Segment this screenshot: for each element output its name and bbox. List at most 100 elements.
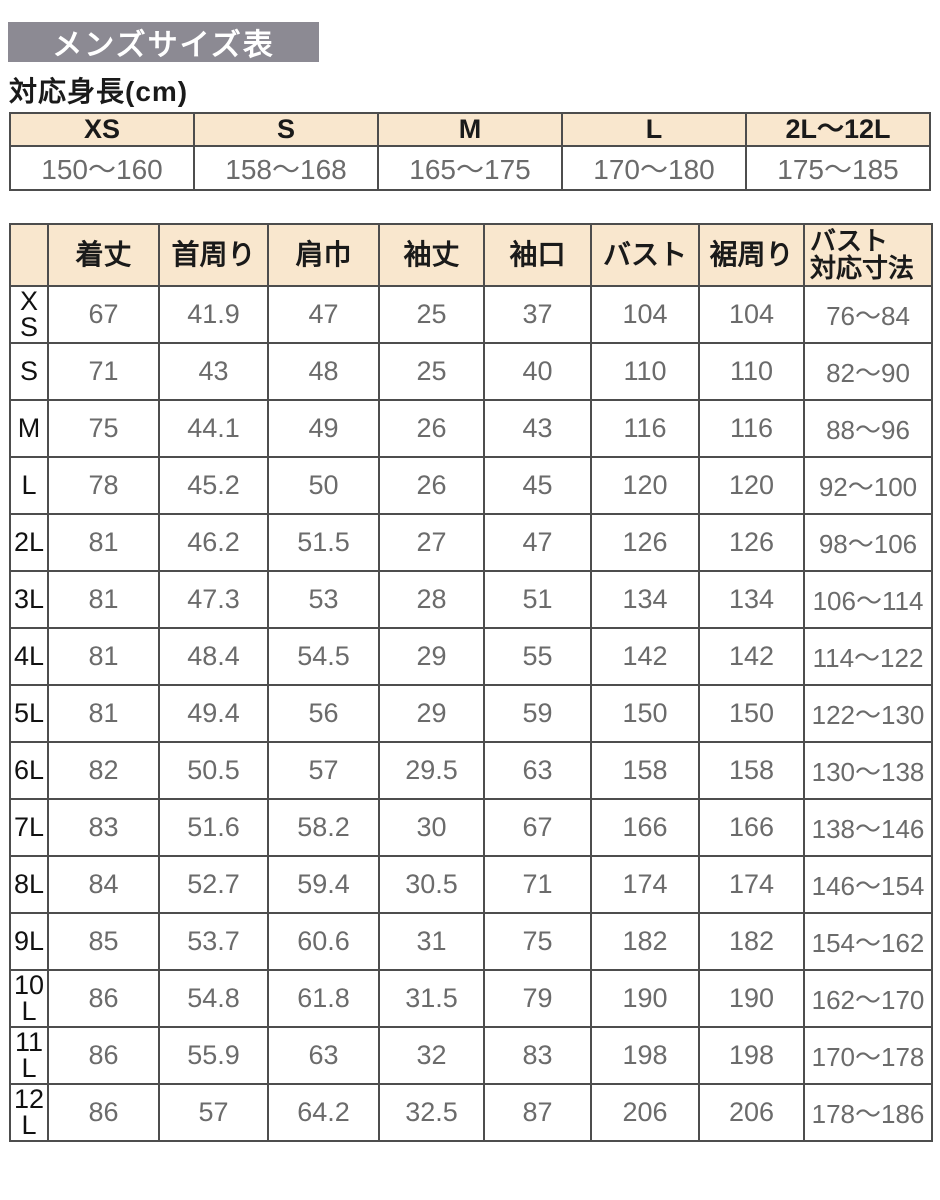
- col-head-body-length: 着丈: [47, 223, 160, 287]
- cell: 166: [590, 798, 700, 857]
- cell: 25: [378, 285, 485, 344]
- row-label-m: M: [9, 399, 49, 458]
- cell: 98〜106: [803, 513, 933, 572]
- cell: 30: [378, 798, 485, 857]
- size-table-header-row: 着丈 首周り 肩巾 袖丈 袖口 バスト 裾周り バスト 対応寸法: [9, 223, 933, 287]
- cell: 198: [698, 1026, 805, 1085]
- cell: 28: [378, 570, 485, 629]
- height-value-m: 165〜175: [377, 145, 563, 191]
- cell: 60.6: [267, 912, 380, 971]
- col-head-cuff: 袖口: [483, 223, 592, 287]
- cell: 53.7: [158, 912, 269, 971]
- height-value-2l-12l: 175〜185: [745, 145, 931, 191]
- cell: 170〜178: [803, 1026, 933, 1085]
- cell: 44.1: [158, 399, 269, 458]
- height-table-value-row: 150〜160 158〜168 165〜175 170〜180 175〜185: [9, 145, 931, 191]
- size-row-11l: 11L 86 55.9 63 32 83 198 198 170〜178: [9, 1026, 933, 1085]
- cell: 206: [698, 1083, 805, 1142]
- cell: 32: [378, 1026, 485, 1085]
- cell: 31.5: [378, 969, 485, 1028]
- cell: 81: [47, 570, 160, 629]
- row-label-5l: 5L: [9, 684, 49, 743]
- size-row-7l: 7L 83 51.6 58.2 30 67 166 166 138〜146: [9, 798, 933, 857]
- cell: 76〜84: [803, 285, 933, 344]
- cell: 84: [47, 855, 160, 914]
- cell: 87: [483, 1083, 592, 1142]
- cell: 158: [590, 741, 700, 800]
- cell: 59: [483, 684, 592, 743]
- cell: 64.2: [267, 1083, 380, 1142]
- size-table: 着丈 首周り 肩巾 袖丈 袖口 バスト 裾周り バスト 対応寸法 XS 67 4…: [9, 223, 933, 1142]
- cell: 142: [590, 627, 700, 686]
- cell: 88〜96: [803, 399, 933, 458]
- cell: 30.5: [378, 855, 485, 914]
- cell: 37: [483, 285, 592, 344]
- row-label-8l: 8L: [9, 855, 49, 914]
- cell: 27: [378, 513, 485, 572]
- size-row-l: L 78 45.2 50 26 45 120 120 92〜100: [9, 456, 933, 515]
- row-label-4l: 4L: [9, 627, 49, 686]
- cell: 47: [483, 513, 592, 572]
- row-label-xs: XS: [9, 285, 49, 344]
- cell: 51: [483, 570, 592, 629]
- cell: 49.4: [158, 684, 269, 743]
- cell: 166: [698, 798, 805, 857]
- cell: 75: [483, 912, 592, 971]
- cell: 56: [267, 684, 380, 743]
- cell: 78: [47, 456, 160, 515]
- cell: 32.5: [378, 1083, 485, 1142]
- cell: 130〜138: [803, 741, 933, 800]
- cell: 126: [590, 513, 700, 572]
- cell: 57: [267, 741, 380, 800]
- col-head-bust-range: バスト 対応寸法: [803, 223, 933, 287]
- row-label-3l: 3L: [9, 570, 49, 629]
- cell: 110: [590, 342, 700, 401]
- cell: 85: [47, 912, 160, 971]
- cell: 134: [590, 570, 700, 629]
- cell: 47: [267, 285, 380, 344]
- size-row-2l: 2L 81 46.2 51.5 27 47 126 126 98〜106: [9, 513, 933, 572]
- cell: 31: [378, 912, 485, 971]
- row-label-2l: 2L: [9, 513, 49, 572]
- cell: 120: [698, 456, 805, 515]
- height-value-l: 170〜180: [561, 145, 747, 191]
- cell: 71: [483, 855, 592, 914]
- size-row-m: M 75 44.1 49 26 43 116 116 88〜96: [9, 399, 933, 458]
- cell: 134: [698, 570, 805, 629]
- cell: 82〜90: [803, 342, 933, 401]
- cell: 49: [267, 399, 380, 458]
- cell: 54.5: [267, 627, 380, 686]
- cell: 59.4: [267, 855, 380, 914]
- cell: 190: [698, 969, 805, 1028]
- size-row-6l: 6L 82 50.5 57 29.5 63 158 158 130〜138: [9, 741, 933, 800]
- cell: 55.9: [158, 1026, 269, 1085]
- cell: 81: [47, 627, 160, 686]
- cell: 146〜154: [803, 855, 933, 914]
- cell: 150: [698, 684, 805, 743]
- cell: 81: [47, 684, 160, 743]
- cell: 182: [590, 912, 700, 971]
- cell: 29: [378, 627, 485, 686]
- height-value-xs: 150〜160: [9, 145, 195, 191]
- cell: 51.5: [267, 513, 380, 572]
- row-label-10l: 10L: [9, 969, 49, 1028]
- cell: 154〜162: [803, 912, 933, 971]
- cell: 43: [158, 342, 269, 401]
- size-row-5l: 5L 81 49.4 56 29 59 150 150 122〜130: [9, 684, 933, 743]
- cell: 86: [47, 969, 160, 1028]
- cell: 48.4: [158, 627, 269, 686]
- cell: 26: [378, 456, 485, 515]
- size-row-3l: 3L 81 47.3 53 28 51 134 134 106〜114: [9, 570, 933, 629]
- cell: 50.5: [158, 741, 269, 800]
- cell: 104: [698, 285, 805, 344]
- cell: 43: [483, 399, 592, 458]
- cell: 198: [590, 1026, 700, 1085]
- size-row-9l: 9L 85 53.7 60.6 31 75 182 182 154〜162: [9, 912, 933, 971]
- cell: 51.6: [158, 798, 269, 857]
- cell: 29.5: [378, 741, 485, 800]
- row-label-s: S: [9, 342, 49, 401]
- cell: 83: [47, 798, 160, 857]
- cell: 63: [483, 741, 592, 800]
- cell: 138〜146: [803, 798, 933, 857]
- cell: 63: [267, 1026, 380, 1085]
